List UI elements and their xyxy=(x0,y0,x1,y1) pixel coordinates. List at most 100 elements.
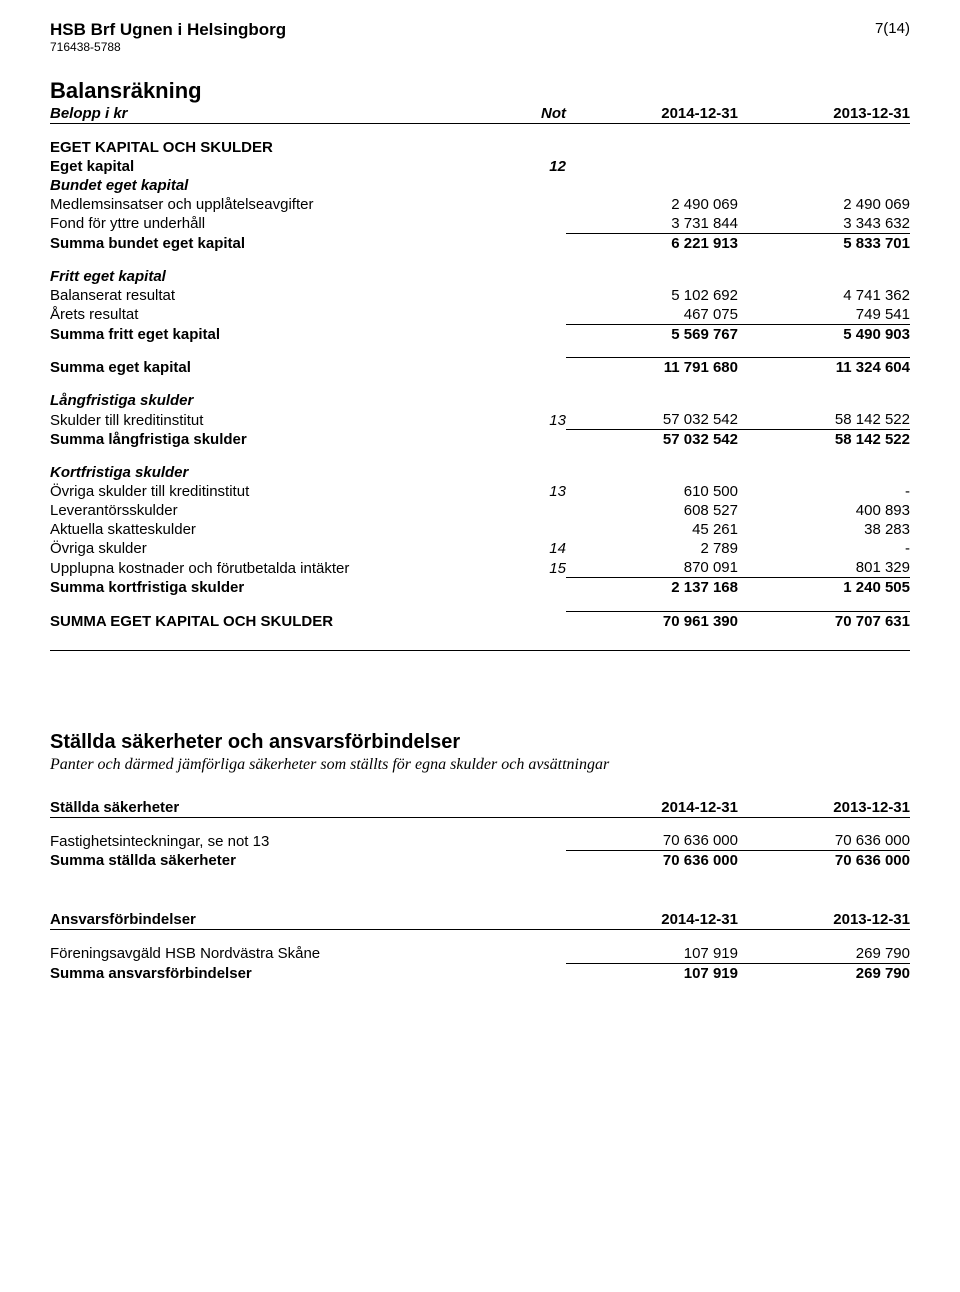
sum-row: Summa ställda säkerheter 70 636 000 70 6… xyxy=(50,851,910,871)
hdr-year2: 2013-12-31 xyxy=(738,798,910,818)
cell-value: 5 569 767 xyxy=(566,324,738,344)
eget-kapital-row: Eget kapital 12 xyxy=(50,157,910,176)
sum-row: Summa långfristiga skulder 57 032 542 58… xyxy=(50,430,910,450)
subsection-row: Kortfristiga skulder xyxy=(50,463,910,482)
cell-label: Kortfristiga skulder xyxy=(50,463,514,482)
cell-value: 6 221 913 xyxy=(566,233,738,253)
cell-label: Upplupna kostnader och förutbetalda intä… xyxy=(50,558,514,578)
cell-value: 11 791 680 xyxy=(566,358,738,378)
table-row: Fond för yttre underhåll 3 731 844 3 343… xyxy=(50,214,910,234)
hdr-note: Not xyxy=(514,104,566,124)
cell-value: 400 893 xyxy=(738,501,910,520)
table-row: Medlemsinsatser och upplåtelseavgifter 2… xyxy=(50,195,910,214)
cell-value: 608 527 xyxy=(566,501,738,520)
cell-label: Årets resultat xyxy=(50,305,514,325)
cell-value: 107 919 xyxy=(566,944,738,964)
pledged-subtitle: Panter och därmed jämförliga säkerheter … xyxy=(50,756,910,774)
cell-label: Långfristiga skulder xyxy=(50,391,514,410)
cell-value: 3 731 844 xyxy=(566,214,738,234)
cell-value: 70 636 000 xyxy=(738,831,910,851)
cell-value: 2 490 069 xyxy=(566,195,738,214)
cell-value: 610 500 xyxy=(566,482,738,501)
cell-value: 2 490 069 xyxy=(738,195,910,214)
cell-label: Aktuella skatteskulder xyxy=(50,520,514,539)
cell-value: 57 032 542 xyxy=(566,410,738,430)
cell-label: Fond för yttre underhåll xyxy=(50,214,514,234)
cell-note: 13 xyxy=(514,482,566,501)
subsection-row: Långfristiga skulder xyxy=(50,391,910,410)
table-row: Aktuella skatteskulder 45 261 38 283 xyxy=(50,520,910,539)
hdr-year1: 2014-12-31 xyxy=(566,798,738,818)
section-title: EGET KAPITAL OCH SKULDER xyxy=(50,138,514,157)
table-header-row: Ansvarsförbindelser 2014-12-31 2013-12-3… xyxy=(50,910,910,930)
subsection-row: Fritt eget kapital xyxy=(50,267,910,286)
cell-label: Fastighetsinteckningar, se not 13 xyxy=(50,831,514,851)
page-number: 7(14) xyxy=(875,20,910,37)
cell-label: Summa ansvarsförbindelser xyxy=(50,963,514,983)
table-row: Övriga skulder 14 2 789 - xyxy=(50,539,910,558)
sum-row: Summa bundet eget kapital 6 221 913 5 83… xyxy=(50,233,910,253)
hdr-year1: 2014-12-31 xyxy=(566,104,738,124)
cell-value: - xyxy=(738,539,910,558)
cell-value: 870 091 xyxy=(566,558,738,578)
cell-value: 107 919 xyxy=(566,963,738,983)
cell-value: 70 636 000 xyxy=(566,831,738,851)
org-number: 716438-5788 xyxy=(50,40,286,54)
cell-label: Övriga skulder till kreditinstitut xyxy=(50,482,514,501)
balance-table: Belopp i kr Not 2014-12-31 2013-12-31 EG… xyxy=(50,104,910,651)
cell-value: 1 240 505 xyxy=(738,578,910,598)
table-row: Leverantörsskulder 608 527 400 893 xyxy=(50,501,910,520)
cell-value: 11 324 604 xyxy=(738,358,910,378)
cell-note: 13 xyxy=(514,410,566,430)
cell-label: Föreningsavgäld HSB Nordvästra Skåne xyxy=(50,944,514,964)
pledged-title: Ställda säkerheter och ansvarsförbindels… xyxy=(50,731,910,754)
hdr-year1: 2014-12-31 xyxy=(566,910,738,930)
cell-label: Summa eget kapital xyxy=(50,358,514,378)
cell-value: 4 741 362 xyxy=(738,286,910,305)
table-row: Balanserat resultat 5 102 692 4 741 362 xyxy=(50,286,910,305)
hdr-label: Ställda säkerheter xyxy=(50,798,514,818)
cell-label: Summa ställda säkerheter xyxy=(50,851,514,871)
cell-label: Summa fritt eget kapital xyxy=(50,324,514,344)
sum-row: Summa fritt eget kapital 5 569 767 5 490… xyxy=(50,324,910,344)
table-row: Skulder till kreditinstitut 13 57 032 54… xyxy=(50,410,910,430)
table-header-row: Belopp i kr Not 2014-12-31 2013-12-31 xyxy=(50,104,910,124)
cell-value: 2 789 xyxy=(566,539,738,558)
cell-value: 801 329 xyxy=(738,558,910,578)
cell-value: 70 636 000 xyxy=(566,851,738,871)
cell-label: Medlemsinsatser och upplåtelseavgifter xyxy=(50,195,514,214)
hdr-year2: 2013-12-31 xyxy=(738,910,910,930)
cell-value: 467 075 xyxy=(566,305,738,325)
cell-label: Bundet eget kapital xyxy=(50,176,514,195)
table-row: Årets resultat 467 075 749 541 xyxy=(50,305,910,325)
cell-label: Summa kortfristiga skulder xyxy=(50,578,514,598)
cell-value: 5 833 701 xyxy=(738,233,910,253)
table-row: Övriga skulder till kreditinstitut 13 61… xyxy=(50,482,910,501)
table-row: Upplupna kostnader och förutbetalda intä… xyxy=(50,558,910,578)
cell-value: 70 636 000 xyxy=(738,851,910,871)
hdr-year2: 2013-12-31 xyxy=(738,104,910,124)
cell-label: SUMMA EGET KAPITAL OCH SKULDER xyxy=(50,611,514,631)
cell-value: 57 032 542 xyxy=(566,430,738,450)
section-row: EGET KAPITAL OCH SKULDER xyxy=(50,138,910,157)
cell-label: Balanserat resultat xyxy=(50,286,514,305)
table-header-row: Ställda säkerheter 2014-12-31 2013-12-31 xyxy=(50,798,910,818)
cell-value: 38 283 xyxy=(738,520,910,539)
hdr-label: Belopp i kr xyxy=(50,104,514,124)
cell-value: 2 137 168 xyxy=(566,578,738,598)
cell-value: 45 261 xyxy=(566,520,738,539)
cell-note: 14 xyxy=(514,539,566,558)
cell-note: 15 xyxy=(514,558,566,578)
cell-value: 70 961 390 xyxy=(566,611,738,631)
cell-value: 3 343 632 xyxy=(738,214,910,234)
cell-value: 269 790 xyxy=(738,944,910,964)
sum-row: Summa eget kapital 11 791 680 11 324 604 xyxy=(50,358,910,378)
cell-value: 70 707 631 xyxy=(738,611,910,631)
cell-label: Summa långfristiga skulder xyxy=(50,430,514,450)
table-row: Fastighetsinteckningar, se not 13 70 636… xyxy=(50,831,910,851)
cell-value: 58 142 522 xyxy=(738,410,910,430)
cell-value: 5 490 903 xyxy=(738,324,910,344)
cell-value: - xyxy=(738,482,910,501)
cell-label: Leverantörsskulder xyxy=(50,501,514,520)
sum-row: Summa kortfristiga skulder 2 137 168 1 2… xyxy=(50,578,910,598)
